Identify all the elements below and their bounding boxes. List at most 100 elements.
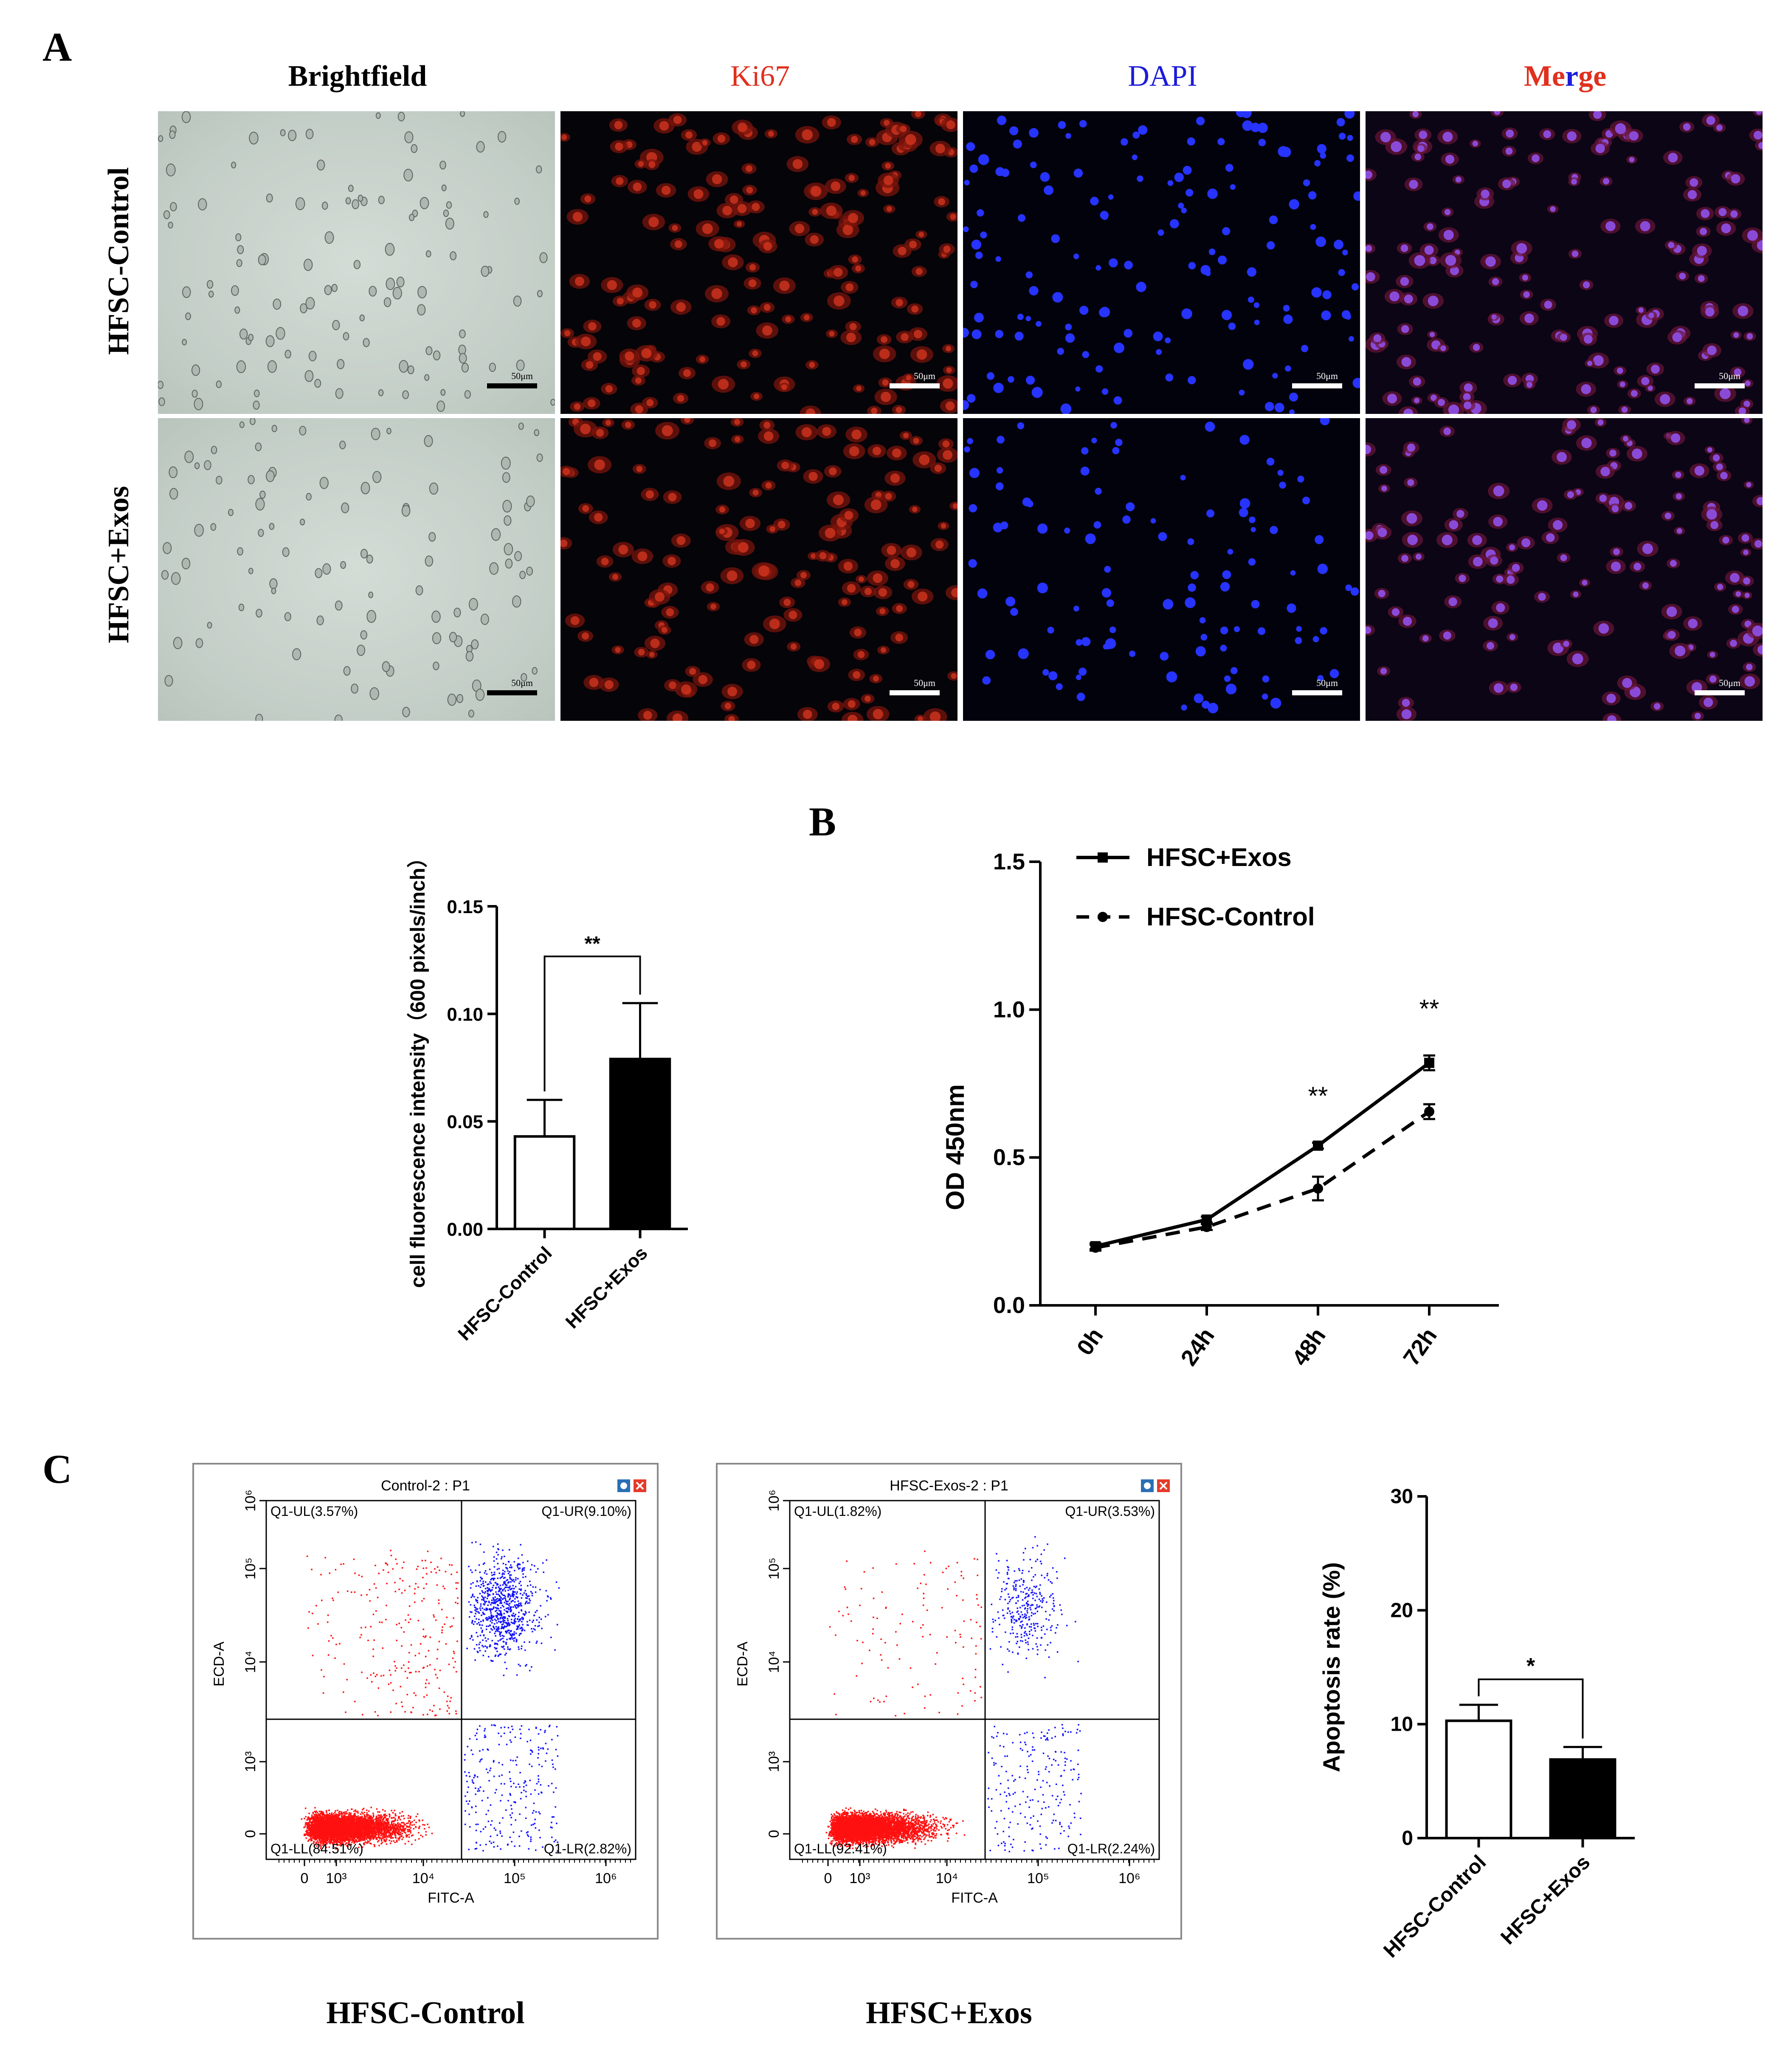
- nucleus: [1114, 342, 1124, 353]
- x-tick-label: 48h: [1287, 1323, 1331, 1370]
- cell: [447, 694, 456, 706]
- nucleus: [781, 461, 789, 470]
- cell: [431, 610, 441, 623]
- nucleus: [905, 134, 916, 145]
- nucleus: [935, 540, 944, 549]
- nucleus: [1239, 508, 1248, 517]
- nucleus: [1699, 228, 1707, 235]
- nucleus: [1716, 463, 1723, 471]
- cell: [468, 598, 478, 611]
- nucleus: [1407, 479, 1414, 486]
- nucleus: [1287, 603, 1296, 613]
- event-dot: [400, 1827, 401, 1829]
- nucleus: [1242, 120, 1253, 131]
- cell: [304, 370, 314, 382]
- event-dot: [394, 1813, 396, 1815]
- nucleus: [1022, 497, 1031, 506]
- nucleus: [572, 212, 583, 222]
- nucleus: [801, 427, 812, 438]
- nucleus: [951, 673, 957, 679]
- event-dot: [332, 1845, 335, 1847]
- nucleus: [1491, 314, 1497, 320]
- nucleus: [645, 490, 654, 499]
- event-dot: [307, 1840, 309, 1842]
- cell: [337, 359, 345, 369]
- nucleus: [1239, 498, 1250, 509]
- event-dot: [326, 1811, 327, 1813]
- nucleus: [1430, 394, 1437, 401]
- nucleus: [890, 559, 900, 568]
- nucleus: [632, 287, 643, 298]
- nucleus: [717, 135, 726, 143]
- cell: [158, 135, 163, 142]
- event-dot: [403, 1818, 405, 1819]
- nucleus: [1550, 206, 1556, 212]
- nucleus: [714, 239, 724, 249]
- nucleus: [964, 446, 970, 453]
- event-dot: [305, 1822, 307, 1824]
- nucleus: [1697, 246, 1707, 256]
- nucleus: [1584, 335, 1593, 344]
- nucleus: [1217, 138, 1225, 146]
- nucleus: [1744, 676, 1755, 687]
- nucleus: [1200, 265, 1211, 275]
- cell: [181, 557, 191, 570]
- nucleus: [841, 599, 848, 605]
- nucleus: [661, 186, 671, 195]
- nucleus: [1064, 527, 1070, 534]
- data-point: [1313, 1183, 1323, 1194]
- event-dot: [389, 1830, 391, 1832]
- cell: [194, 523, 204, 537]
- nucleus: [1650, 365, 1660, 374]
- nucleus: [1220, 644, 1227, 652]
- nucleus: [1378, 590, 1385, 597]
- cell: [386, 427, 391, 434]
- nucleus: [1222, 227, 1231, 236]
- event-dot: [402, 1836, 404, 1839]
- cell: [206, 280, 214, 289]
- nucleus: [1485, 256, 1496, 267]
- nucleus: [698, 675, 708, 684]
- cell: [432, 632, 442, 644]
- nucleus: [1401, 554, 1408, 562]
- cell: [534, 429, 540, 436]
- merge-title-blue-part: r: [1565, 60, 1579, 93]
- nucleus: [1605, 221, 1616, 231]
- event-dot: [344, 1815, 346, 1816]
- event-dot: [394, 1836, 397, 1838]
- nucleus: [655, 592, 665, 602]
- nucleus: [1448, 405, 1459, 414]
- nucleus: [1379, 466, 1388, 474]
- nucleus: [1188, 583, 1196, 592]
- nucleus: [1254, 319, 1260, 325]
- nucleus: [1675, 645, 1686, 656]
- cell: [255, 714, 263, 721]
- cell: [335, 388, 344, 399]
- nucleus: [851, 429, 862, 440]
- nucleus: [934, 464, 942, 472]
- nucleus: [1738, 407, 1746, 414]
- nucleus: [845, 283, 854, 292]
- nucleus: [1710, 521, 1719, 529]
- event-dot: [323, 1843, 324, 1845]
- event-dot: [373, 1844, 375, 1846]
- cell: [306, 493, 312, 501]
- nucleus: [1056, 683, 1063, 690]
- series-line: [1095, 1110, 1431, 1250]
- cell: [237, 547, 243, 556]
- nucleus: [1509, 544, 1515, 551]
- bracket: [543, 956, 641, 1091]
- nucleus: [1653, 703, 1661, 710]
- nucleus: [986, 372, 994, 380]
- event-dot: [370, 1843, 372, 1845]
- nucleus: [1733, 332, 1739, 338]
- nucleus: [997, 436, 1005, 444]
- event-dot: [354, 1837, 356, 1839]
- cell: [319, 477, 329, 489]
- event-dot: [391, 1822, 393, 1824]
- cell: [505, 558, 513, 569]
- event-dot: [383, 1814, 385, 1816]
- cell: [497, 131, 507, 143]
- cell: [170, 202, 177, 212]
- nucleus: [1174, 172, 1184, 182]
